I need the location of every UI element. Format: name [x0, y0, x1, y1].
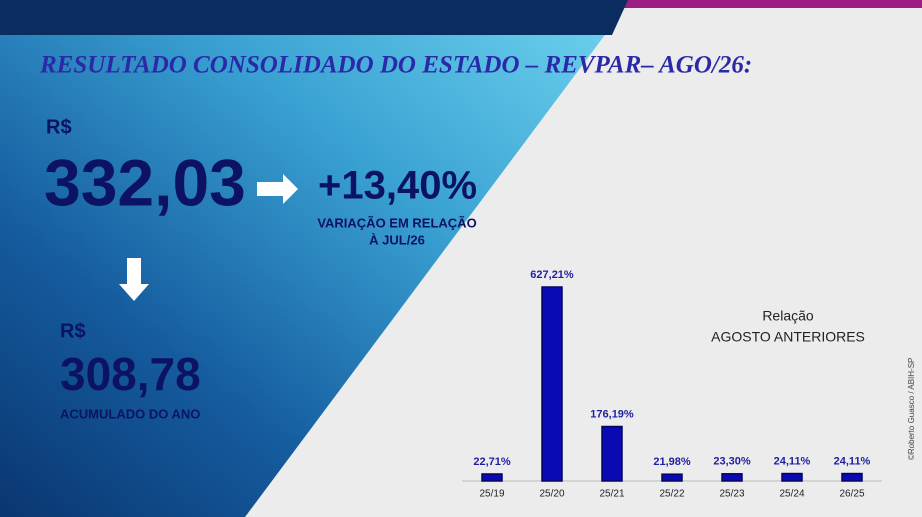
value-label: 176,19%: [590, 408, 634, 420]
chart-annotation: Relação: [762, 308, 814, 324]
variation-note: À JUL/26: [369, 232, 425, 247]
x-tick-label: 25/23: [719, 489, 744, 500]
x-tick-label: 25/20: [539, 489, 564, 500]
value-label: 21,98%: [653, 456, 691, 468]
value-label: 23,30%: [713, 456, 751, 468]
currency: R$: [46, 116, 72, 138]
chart-annotation: AGOSTO ANTERIORES: [711, 329, 865, 345]
bar: [721, 473, 743, 482]
bar: [781, 472, 803, 482]
bar: [661, 473, 683, 482]
x-tick-label: 25/24: [779, 489, 804, 500]
value-label: 24,11%: [834, 455, 871, 467]
bar: [601, 425, 623, 482]
top-bar: [0, 0, 628, 35]
accumulated-value: 308,78: [60, 348, 201, 400]
x-tick-label: 25/21: [599, 489, 624, 500]
value-label: 627,21%: [530, 269, 574, 281]
accumulated-label: ACUMULADO DO ANO: [60, 406, 200, 421]
bar: [841, 472, 863, 482]
value-label: 24,11%: [774, 455, 811, 467]
value-label: 22,71%: [473, 456, 511, 468]
arrow-down: [119, 258, 149, 301]
main-value: 332,03: [44, 145, 246, 219]
x-tick-label: 26/25: [839, 489, 864, 500]
blue-panel: [0, 12, 622, 517]
bar: [541, 286, 563, 482]
credit: ©Roberto Guasco / ABIH-SP: [907, 358, 916, 460]
currency: R$: [60, 320, 86, 342]
variation-note: VARIAÇÃO EM RELAÇÃO: [317, 215, 476, 230]
bar: [481, 473, 503, 482]
title: RESULTADO CONSOLIDADO DO ESTADO – REVPAR…: [39, 52, 752, 79]
x-tick-label: 25/19: [479, 489, 504, 500]
x-tick-label: 25/22: [659, 489, 684, 500]
arrow-right: [257, 174, 298, 204]
variation: +13,40%: [318, 164, 477, 208]
